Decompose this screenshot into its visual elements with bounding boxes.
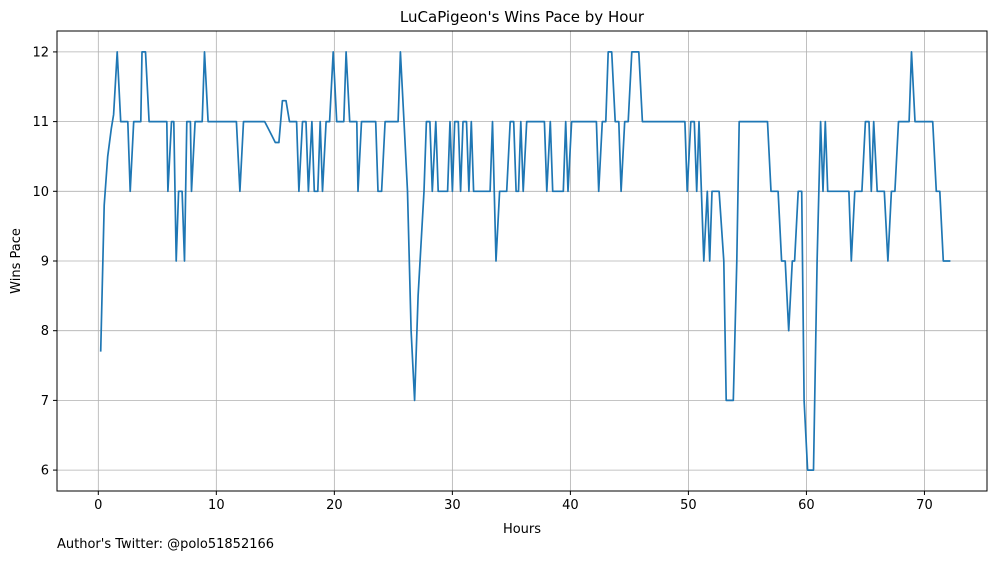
x-tick-label: 40 [562,498,579,513]
x-tick-label: 0 [94,498,102,513]
series-layer [99,51,951,471]
series-line [99,51,951,471]
author-credit: Author's Twitter: @polo51852166 [57,537,275,552]
x-tick-label: 70 [916,498,933,513]
y-tick-label: 11 [32,115,49,130]
x-tick-label: 50 [680,498,697,513]
grid-lines [57,31,987,491]
y-tick-label: 8 [41,324,49,339]
y-tick-label: 12 [32,45,49,60]
x-tick-label: 60 [798,498,815,513]
y-axis-label: Wins Pace [9,228,24,294]
y-tick-label: 10 [32,185,49,200]
x-tick-label: 10 [208,498,225,513]
x-axis-label: Hours [503,522,541,537]
chart-title: LuCaPigeon's Wins Pace by Hour [400,8,645,26]
x-tick-label: 20 [326,498,343,513]
y-tick-label: 6 [41,464,49,479]
axis-ticks: 0 10 20 30 40 50 60 70 6 7 8 9 10 11 12 [32,45,932,513]
y-tick-label: 7 [41,394,49,409]
y-tick-label: 9 [41,255,49,270]
x-tick-label: 30 [444,498,461,513]
